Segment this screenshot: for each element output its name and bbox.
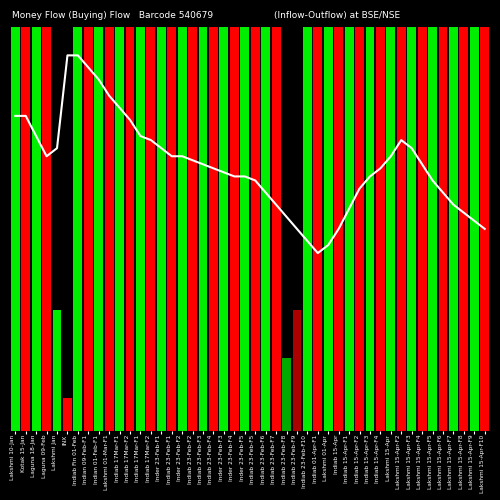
Bar xyxy=(470,27,478,430)
Bar xyxy=(282,358,291,430)
Bar xyxy=(220,27,228,430)
Bar xyxy=(272,27,280,430)
Bar xyxy=(376,27,385,430)
Bar xyxy=(168,27,176,430)
Bar xyxy=(334,27,343,430)
Bar xyxy=(344,27,354,430)
Bar xyxy=(136,27,145,430)
Bar xyxy=(449,27,458,430)
Text: Money Flow (Buying) Flow   Barcode 540679: Money Flow (Buying) Flow Barcode 540679 xyxy=(12,11,213,20)
Bar xyxy=(355,27,364,430)
Bar xyxy=(178,27,186,430)
Bar xyxy=(22,27,30,430)
Bar xyxy=(292,310,302,430)
Bar xyxy=(115,27,124,430)
Bar xyxy=(126,27,134,430)
Bar xyxy=(94,27,103,430)
Bar xyxy=(146,27,156,430)
Bar xyxy=(438,27,448,430)
Bar xyxy=(42,27,51,430)
Bar xyxy=(386,27,396,430)
Bar xyxy=(63,398,72,430)
Bar xyxy=(261,27,270,430)
Bar xyxy=(52,310,62,430)
Bar xyxy=(74,27,82,430)
Bar xyxy=(397,27,406,430)
Bar xyxy=(11,27,20,430)
Bar xyxy=(366,27,374,430)
Text: (Inflow-Outflow) at BSE/NSE: (Inflow-Outflow) at BSE/NSE xyxy=(274,11,400,20)
Bar xyxy=(209,27,218,430)
Bar xyxy=(428,27,437,430)
Bar xyxy=(230,27,239,430)
Bar xyxy=(104,27,114,430)
Bar xyxy=(251,27,260,430)
Bar xyxy=(188,27,197,430)
Bar xyxy=(408,27,416,430)
Bar xyxy=(480,27,489,430)
Bar xyxy=(32,27,40,430)
Bar xyxy=(240,27,249,430)
Bar xyxy=(84,27,92,430)
Bar xyxy=(418,27,426,430)
Bar xyxy=(198,27,207,430)
Bar xyxy=(460,27,468,430)
Bar xyxy=(314,27,322,430)
Bar xyxy=(303,27,312,430)
Bar xyxy=(157,27,166,430)
Bar xyxy=(324,27,332,430)
